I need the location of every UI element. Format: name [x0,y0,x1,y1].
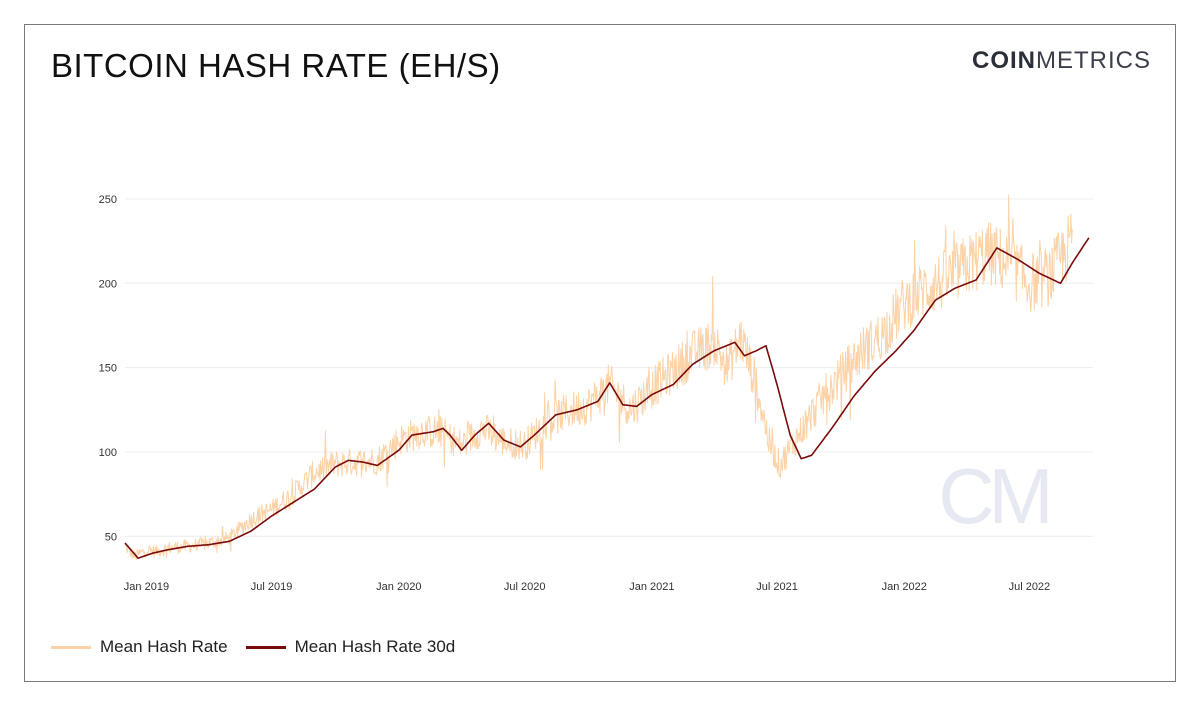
logo-light-text: METRICS [1036,47,1151,74]
legend-swatch-raw [51,645,91,649]
series-line-mean-hash-rate [124,194,1073,561]
legend-label-raw: Mean Hash Rate [100,637,228,656]
x-tick-label: Jul 2021 [756,581,798,593]
x-tick-label: Jul 2019 [251,581,293,593]
y-tick-label: 100 [99,447,117,459]
legend-item-raw[interactable]: Mean Hash Rate [51,637,228,657]
x-tick-label: Jan 2021 [629,581,674,593]
legend-item-smooth[interactable]: Mean Hash Rate 30d [245,637,456,657]
brand-logo: COINMETRICS [972,47,1151,75]
logo-bold-text: COIN [972,47,1036,74]
y-tick-label: 200 [99,278,117,290]
x-tick-label: Jan 2019 [124,581,169,593]
watermark-logo: CM [938,452,1047,540]
x-tick-label: Jan 2020 [376,581,421,593]
y-tick-label: 50 [105,531,117,543]
chart-title: BITCOIN HASH RATE (EH/S) [51,47,501,84]
x-tick-label: Jul 2022 [1009,581,1051,593]
legend-swatch-smooth [245,645,286,649]
series-line-mean-hash-rate-30d [124,237,1090,559]
y-tick-label: 150 [99,363,117,375]
hash-rate-chart: CM 50 100 150 200 250 Jan 2019 Jul 2019 Jan 2020… [99,194,1093,593]
legend-label-smooth: Mean Hash Rate 30d [294,637,456,656]
x-tick-label: Jul 2020 [504,581,546,593]
chart-frame: BITCOIN HASH RATE (EH/S) COINMETRICS CM 5… [24,24,1176,682]
x-tick-label: Jan 2022 [882,581,927,593]
chart-legend: Mean Hash Rate Mean Hash Rate 30d [51,637,473,657]
y-tick-label: 250 [99,194,117,206]
